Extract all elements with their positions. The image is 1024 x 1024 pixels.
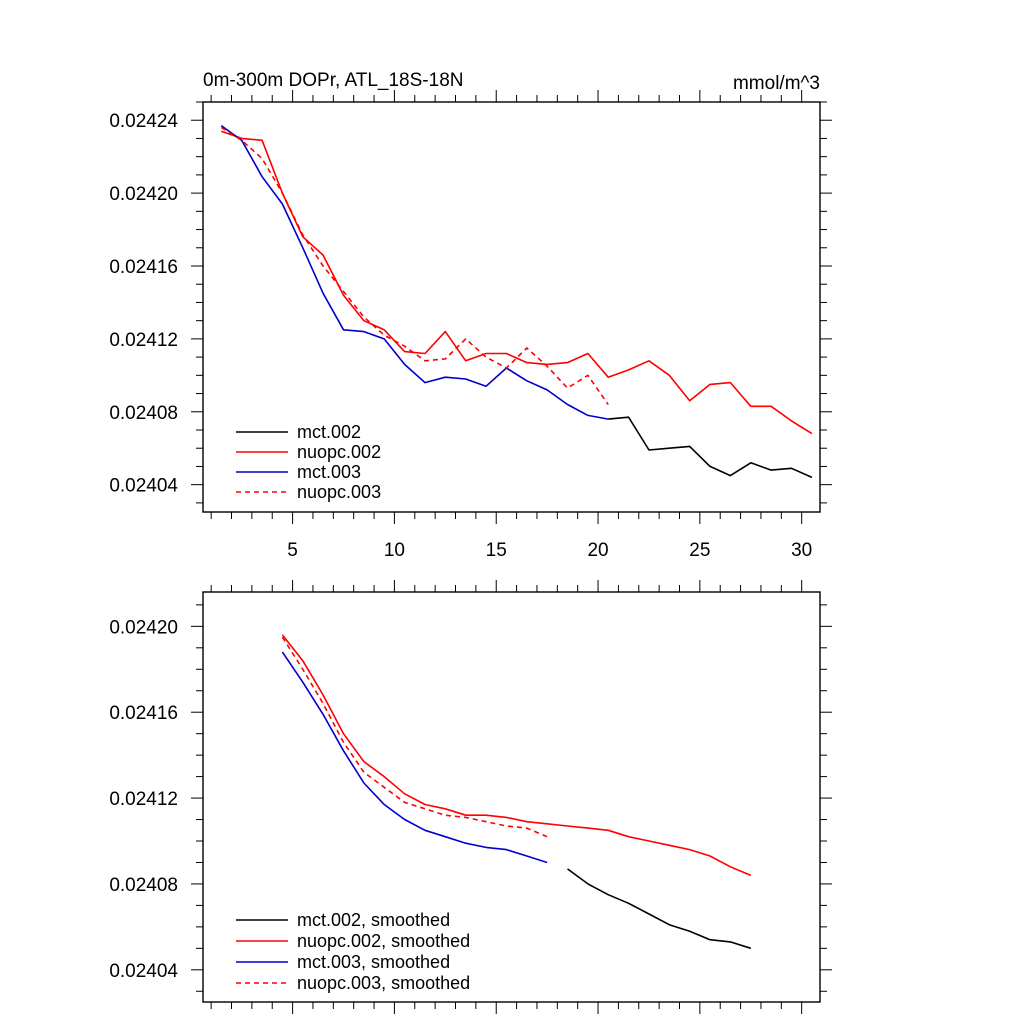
bottom-legend-label: mct.003, smoothed <box>297 952 450 972</box>
top-ytick-label: 0.02408 <box>109 403 178 424</box>
top-ytick-label: 0.02404 <box>109 476 178 497</box>
bottom-series-line-nuopc-002-smoothed <box>281 634 752 877</box>
bottom-axis-labels: 0.02404 0.02408 0.02412 0.02416 0.02420 <box>109 617 178 981</box>
top-plot-area <box>220 125 813 479</box>
bottom-series-line-nuopc-003-smoothed <box>281 636 548 838</box>
top-axis-labels: 5 10 15 20 25 30 0.02404 0.02408 0.02412 0.02416 0… <box>109 111 812 561</box>
top-xtick-label: 15 <box>486 540 507 561</box>
top-series-line-nuopc-002 <box>221 130 813 435</box>
top-legend-label: nuopc.002 <box>297 442 381 462</box>
bottom-ytick-label: 0.02416 <box>109 703 178 724</box>
bottom-ytick-label: 0.02412 <box>109 789 178 810</box>
bottom-legend-label: nuopc.002, smoothed <box>297 931 470 951</box>
top-legend-label: mct.003 <box>297 462 361 482</box>
top-series-line-mct-003 <box>220 125 609 420</box>
top-xtick-label: 10 <box>384 540 405 561</box>
top-chart-units: mmol/m^3 <box>733 73 820 94</box>
top-plot-frame <box>202 101 821 513</box>
top-ytick-label: 0.02424 <box>109 111 178 132</box>
bottom-series-line-mct-002-smoothed <box>567 868 752 950</box>
bottom-ytick-label: 0.02408 <box>109 875 178 896</box>
top-ytick-label: 0.02420 <box>109 184 178 205</box>
bottom-ytick-label: 0.02404 <box>109 961 178 982</box>
bottom-panel: 0.02404 0.02408 0.02412 0.02416 0.02420 mct.… <box>109 580 832 1014</box>
top-panel: 5 10 15 20 25 30 0.02404 0.02408 0.02412 0.02416 0… <box>109 70 832 561</box>
top-legend-label: mct.002 <box>297 422 361 442</box>
bottom-plot-frame <box>202 591 821 1003</box>
top-series-line-nuopc-003 <box>220 126 609 405</box>
bottom-plot-area <box>281 634 752 950</box>
top-series-line-mct-002 <box>608 416 813 479</box>
top-xtick-label: 30 <box>791 540 812 561</box>
bottom-legend-label: mct.002, smoothed <box>297 910 450 930</box>
top-chart-title: 0m-300m DOPr, ATL_18S-18N <box>203 70 463 91</box>
top-ytick-label: 0.02416 <box>109 257 178 278</box>
bottom-legend-label: nuopc.003, smoothed <box>297 973 470 993</box>
top-xtick-label: 20 <box>587 540 608 561</box>
top-axis-ticks <box>191 90 832 524</box>
top-xtick-label: 5 <box>287 540 298 561</box>
top-xtick-label: 25 <box>689 540 710 561</box>
bottom-axis-ticks <box>191 580 832 1014</box>
top-legend-label: nuopc.003 <box>297 482 381 502</box>
top-ytick-label: 0.02412 <box>109 330 178 351</box>
bottom-series-line-mct-003-smoothed <box>281 651 548 864</box>
bottom-ytick-label: 0.02420 <box>109 617 178 638</box>
